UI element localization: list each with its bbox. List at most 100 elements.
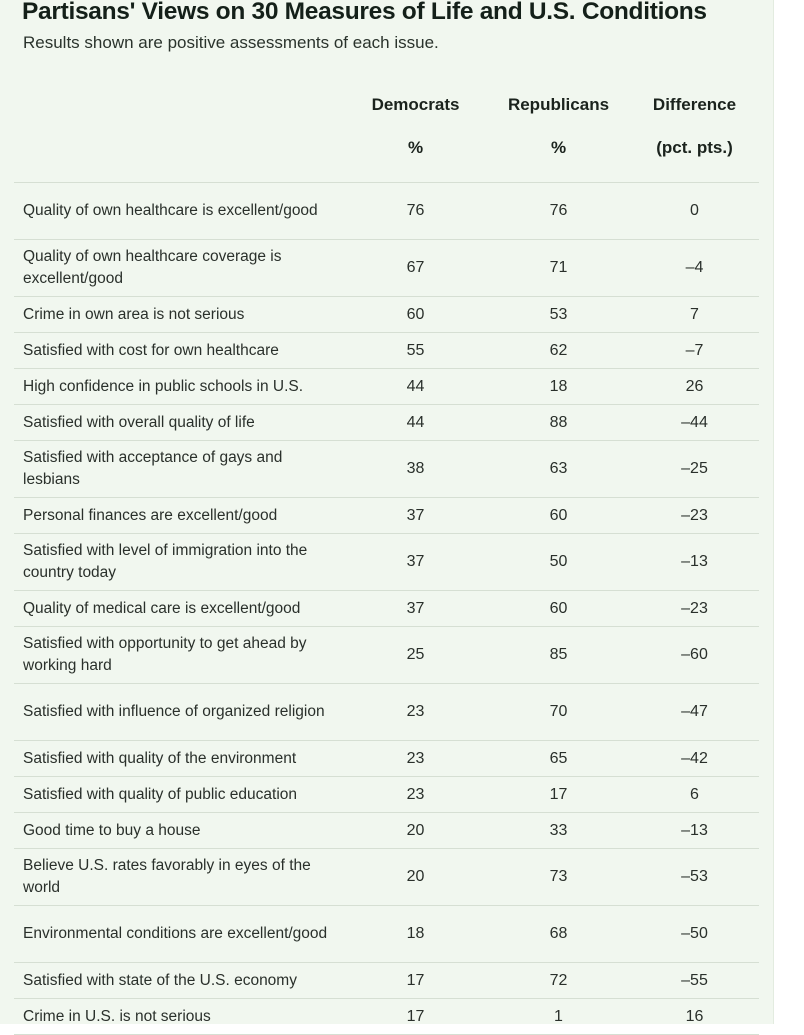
table-row: Good time to buy a house 20 33 –13 xyxy=(14,812,759,849)
cell-democrats: 38 xyxy=(344,440,487,498)
table-row: Satisfied with cost for own healthcare 55… xyxy=(14,332,759,369)
table-row: Satisfied with acceptance of gays and le… xyxy=(14,440,759,498)
cell-difference: –53 xyxy=(630,848,759,906)
cell-republicans: 18 xyxy=(487,368,630,405)
cell-democrats: 44 xyxy=(344,404,487,441)
cell-democrats: 23 xyxy=(344,740,487,777)
row-label: Satisfied with cost for own healthcare xyxy=(14,332,344,369)
cell-difference: 6 xyxy=(630,776,759,813)
cell-difference: –7 xyxy=(630,332,759,369)
table-row: Quality of own healthcare is excellent/g… xyxy=(14,182,759,240)
cell-republicans: 68 xyxy=(487,905,630,963)
row-label: Satisfied with state of the U.S. economy xyxy=(14,962,344,999)
table-row: Satisfied with state of the U.S. economy… xyxy=(14,962,759,999)
cell-republicans: 17 xyxy=(487,776,630,813)
table-row: Believe U.S. rates favorably in eyes of … xyxy=(14,848,759,906)
row-label: Satisfied with influence of organized re… xyxy=(14,683,344,741)
unit-republicans: % xyxy=(550,138,567,157)
cell-democrats: 25 xyxy=(344,626,487,684)
table-row: Personal finances are excellent/good 37 60… xyxy=(14,497,759,534)
row-label: Satisfied with quality of the environmen… xyxy=(14,740,344,777)
cell-republicans: 63 xyxy=(487,440,630,498)
cell-democrats: 23 xyxy=(344,683,487,741)
row-label: Satisfied with quality of public educati… xyxy=(14,776,344,813)
row-label: Quality of medical care is excellent/goo… xyxy=(14,590,344,627)
cell-difference: –4 xyxy=(630,239,759,297)
cell-difference: –23 xyxy=(630,497,759,534)
table-row: High confidence in public schools in U.S… xyxy=(14,368,759,405)
cell-difference: 0 xyxy=(630,182,759,240)
cell-difference: –13 xyxy=(630,812,759,849)
row-label: Quality of own healthcare coverage is ex… xyxy=(14,239,344,297)
row-label: Believe U.S. rates favorably in eyes of … xyxy=(14,848,344,906)
chart-title: Partisans' Views on 30 Measures of Life … xyxy=(22,0,707,25)
cell-democrats: 17 xyxy=(344,998,487,1035)
cell-difference: –50 xyxy=(630,905,759,963)
chart-subtitle: Results shown are positive assessments o… xyxy=(23,33,439,52)
cell-republicans: 71 xyxy=(487,239,630,297)
cell-republicans: 1 xyxy=(487,998,630,1035)
row-label: Environmental conditions are excellent/g… xyxy=(14,905,344,963)
cell-republicans: 88 xyxy=(487,404,630,441)
row-label: Crime in own area is not serious xyxy=(14,296,344,333)
row-label: Satisfied with opportunity to get ahead … xyxy=(14,626,344,684)
cell-republicans: 50 xyxy=(487,533,630,591)
header-row-names: Democrats Republicans Difference xyxy=(14,86,759,124)
header-label-blank xyxy=(14,86,344,124)
cell-democrats: 55 xyxy=(344,332,487,369)
table-header: Democrats Republicans Difference % % (pc… xyxy=(14,86,759,183)
cell-difference: –44 xyxy=(630,404,759,441)
table-row: Satisfied with overall quality of life 44… xyxy=(14,404,759,441)
cell-republicans: 73 xyxy=(487,848,630,906)
header-republicans: Republicans xyxy=(507,95,610,114)
row-label: High confidence in public schools in U.S… xyxy=(14,368,344,405)
cell-republicans: 60 xyxy=(487,497,630,534)
cell-democrats: 37 xyxy=(344,533,487,591)
table-body: Quality of own healthcare is excellent/g… xyxy=(14,182,759,1035)
row-label: Personal finances are excellent/good xyxy=(14,497,344,534)
table-row: Satisfied with level of immigration into… xyxy=(14,533,759,591)
header-row-units: % % (pct. pts.) xyxy=(14,124,759,183)
cell-democrats: 67 xyxy=(344,239,487,297)
row-label: Satisfied with level of immigration into… xyxy=(14,533,344,591)
header-difference: Difference xyxy=(652,95,737,114)
cell-difference: 7 xyxy=(630,296,759,333)
cell-republicans: 85 xyxy=(487,626,630,684)
unit-label-blank xyxy=(14,124,344,183)
cell-difference: –60 xyxy=(630,626,759,684)
cell-difference: 16 xyxy=(630,998,759,1035)
table-row: Crime in U.S. is not serious 17 1 16 xyxy=(14,998,759,1035)
cell-republicans: 65 xyxy=(487,740,630,777)
cell-difference: –42 xyxy=(630,740,759,777)
cell-democrats: 20 xyxy=(344,812,487,849)
row-label: Satisfied with overall quality of life xyxy=(14,404,344,441)
cell-democrats: 17 xyxy=(344,962,487,999)
table-row: Satisfied with opportunity to get ahead … xyxy=(14,626,759,684)
table-row: Quality of medical care is excellent/goo… xyxy=(14,590,759,627)
unit-difference: (pct. pts.) xyxy=(656,138,733,157)
header-democrats: Democrats xyxy=(371,95,460,114)
cell-republicans: 76 xyxy=(487,182,630,240)
cell-democrats: 20 xyxy=(344,848,487,906)
cell-republicans: 60 xyxy=(487,590,630,627)
cell-democrats: 76 xyxy=(344,182,487,240)
table-row: Satisfied with quality of the environmen… xyxy=(14,740,759,777)
cell-democrats: 37 xyxy=(344,497,487,534)
table-row: Satisfied with influence of organized re… xyxy=(14,683,759,741)
cell-democrats: 18 xyxy=(344,905,487,963)
cell-difference: –47 xyxy=(630,683,759,741)
row-label: Satisfied with acceptance of gays and le… xyxy=(14,440,344,498)
cell-difference: –23 xyxy=(630,590,759,627)
cell-difference: –25 xyxy=(630,440,759,498)
table-row: Environmental conditions are excellent/g… xyxy=(14,905,759,963)
chart-panel: Partisans' Views on 30 Measures of Life … xyxy=(0,0,774,1035)
cell-republicans: 33 xyxy=(487,812,630,849)
row-label: Good time to buy a house xyxy=(14,812,344,849)
cell-republicans: 62 xyxy=(487,332,630,369)
row-label: Crime in U.S. is not serious xyxy=(14,998,344,1035)
table-row: Crime in own area is not serious 60 53 7 xyxy=(14,296,759,333)
data-table: Democrats Republicans Difference % % (pc… xyxy=(14,86,759,1035)
row-label: Quality of own healthcare is excellent/g… xyxy=(14,182,344,240)
cell-democrats: 37 xyxy=(344,590,487,627)
cell-democrats: 60 xyxy=(344,296,487,333)
